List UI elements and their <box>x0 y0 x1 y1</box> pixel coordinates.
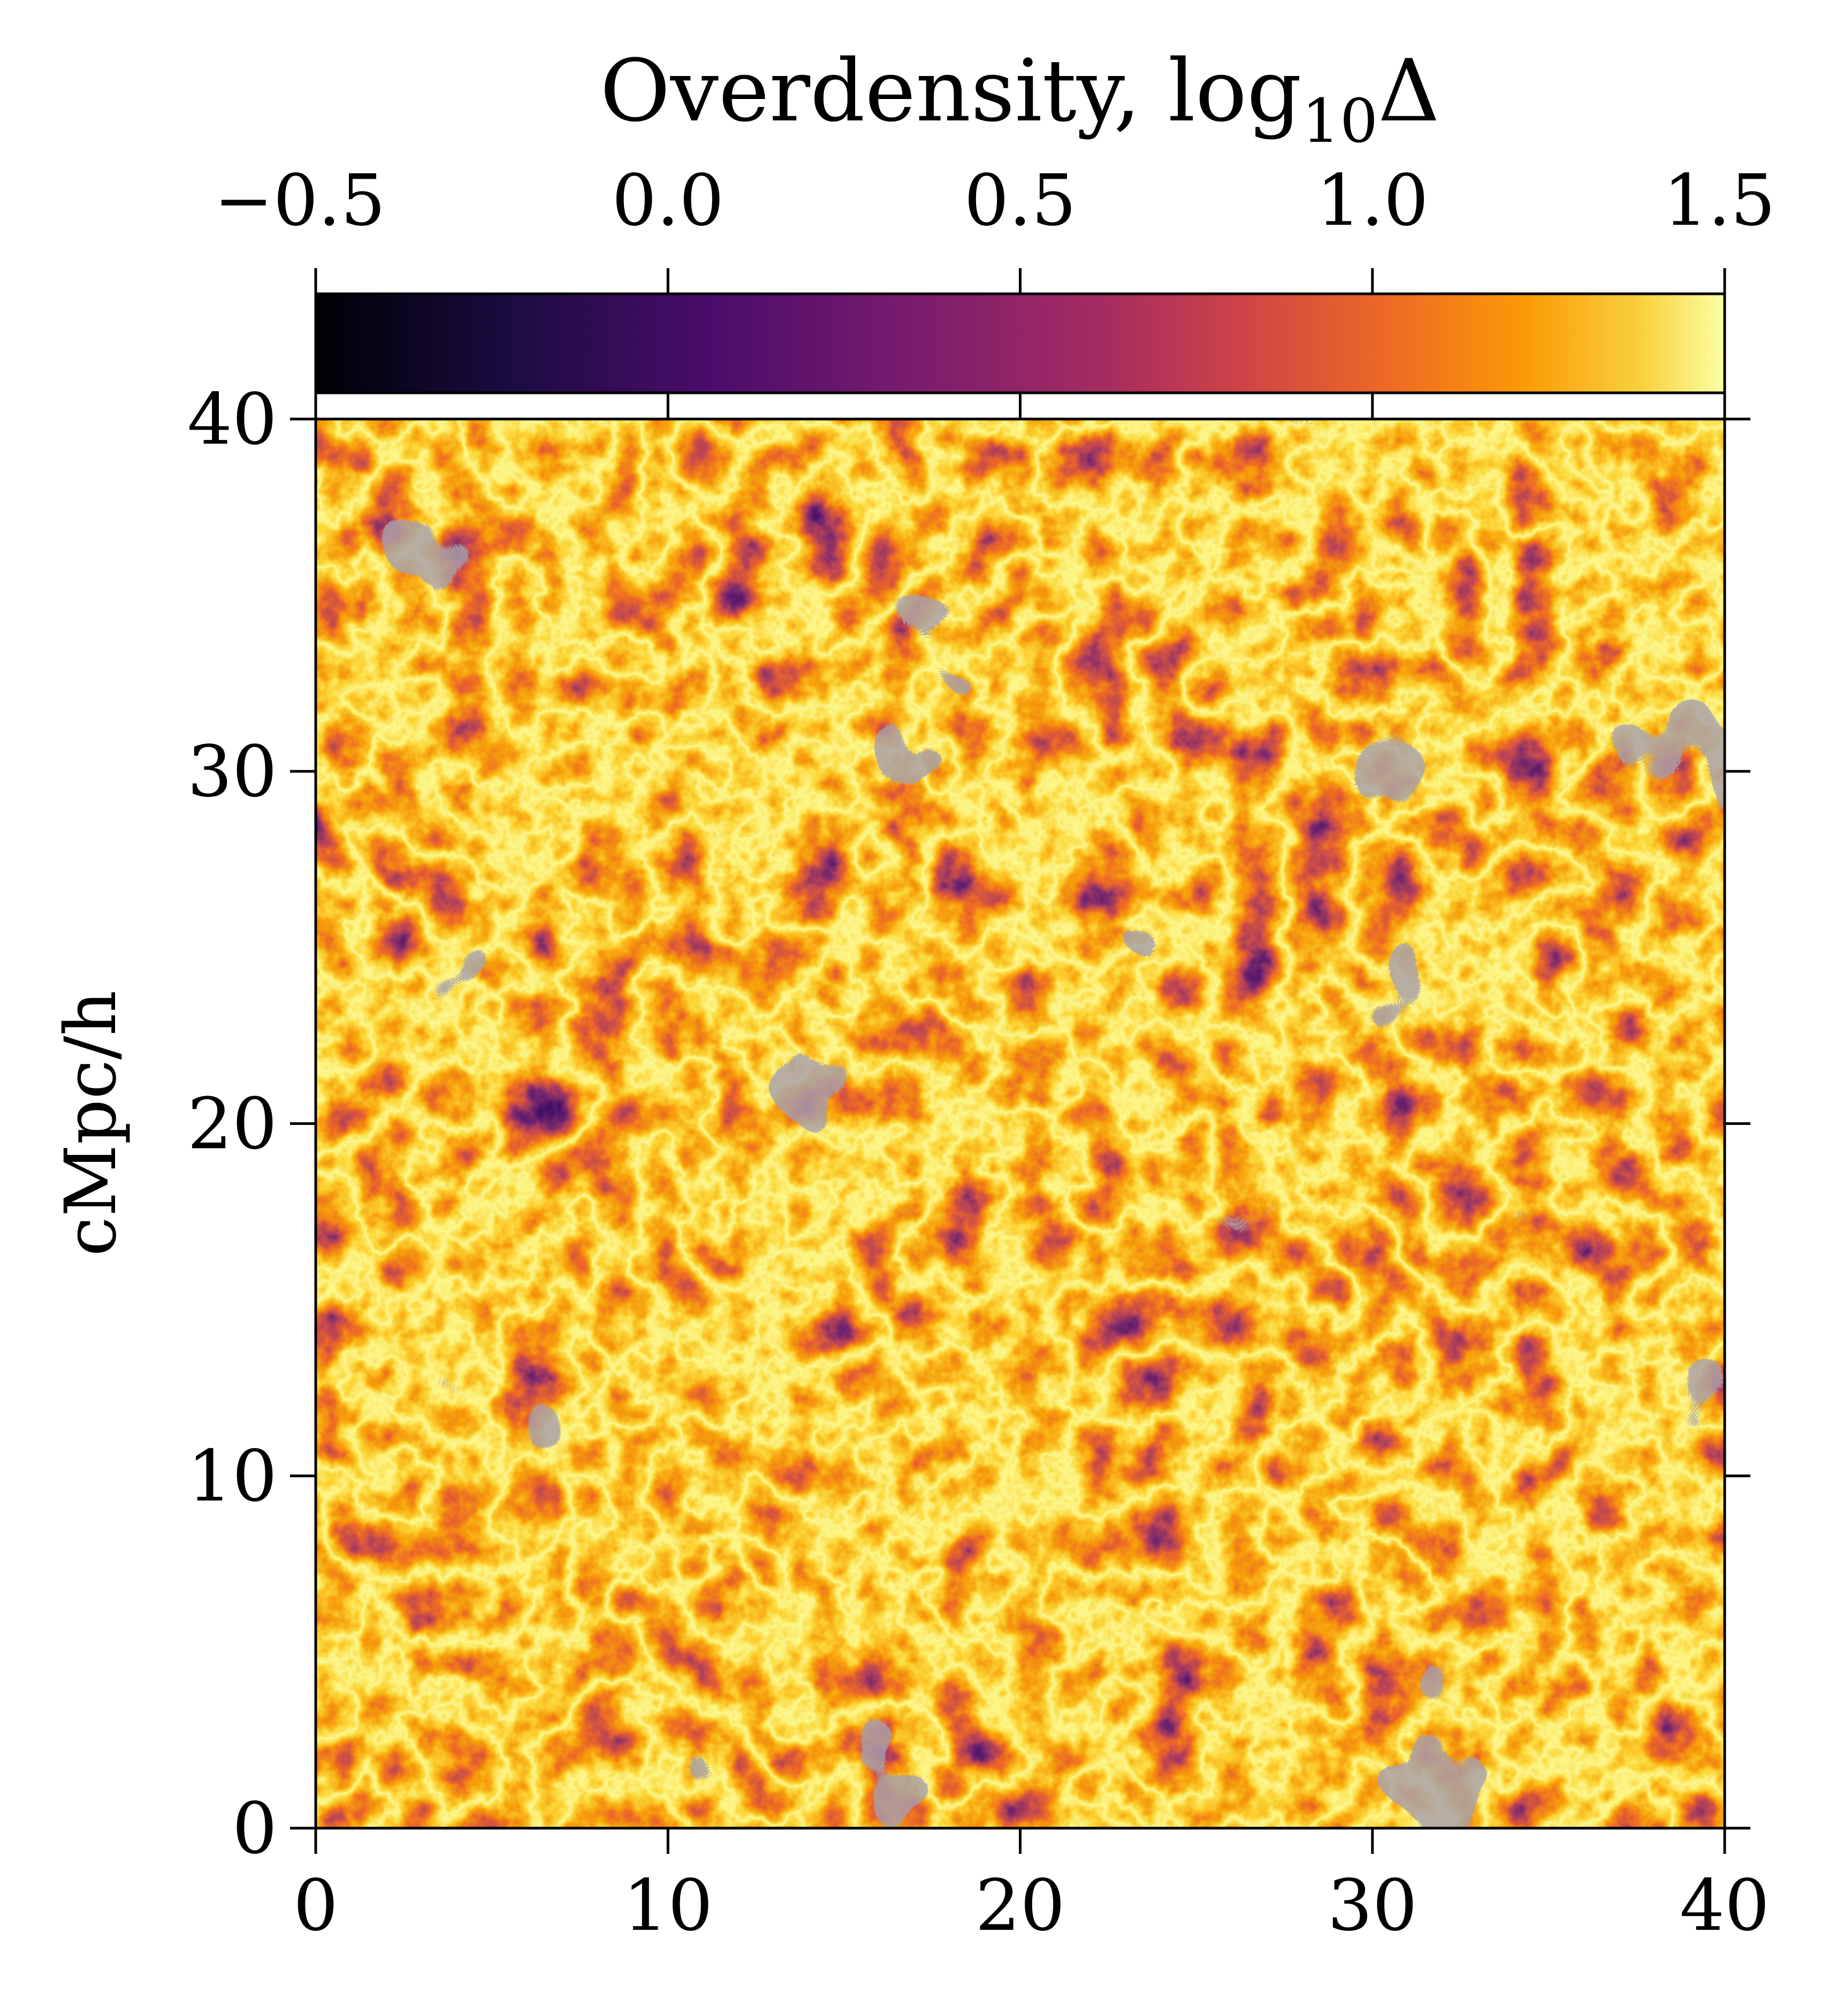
x-tick-label: 10 <box>623 1865 713 1947</box>
colorbar-ticks: −0.5 0.0 0.5 1.0 1.5 <box>214 159 1776 294</box>
colorbar-label-symbol: Δ <box>1378 41 1440 141</box>
y-tick-label: 0 <box>232 1787 277 1870</box>
colorbar: −0.5 0.0 0.5 1.0 1.5 Overdensity, log10Δ <box>214 41 1776 394</box>
x-axis: 0 10 20 30 40 <box>293 393 1770 1947</box>
y-axis: 0 10 20 30 40 <box>187 378 1750 1870</box>
y-tick-label: 40 <box>187 378 277 461</box>
colorbar-tick-label: 1.5 <box>1663 159 1776 242</box>
x-tick-label: 0 <box>293 1865 338 1947</box>
ionized-region-overlay <box>316 419 1725 1828</box>
x-tick-label: 40 <box>1680 1865 1770 1947</box>
y-axis-label: cMpc/h <box>50 991 132 1257</box>
colorbar-tick-label: 0.0 <box>612 159 724 242</box>
colorbar-label: Overdensity, log10Δ <box>600 41 1439 156</box>
colorbar-tick-label: 1.0 <box>1316 159 1429 242</box>
x-tick-label: 30 <box>1328 1865 1418 1947</box>
y-tick-label: 20 <box>187 1083 277 1166</box>
colorbar-tick-label: −0.5 <box>214 159 386 242</box>
y-tick-label: 10 <box>187 1435 277 1518</box>
colorbar-label-subscript: 10 <box>1302 87 1378 156</box>
density-map <box>316 419 1725 1828</box>
y-tick-label: 30 <box>187 731 277 813</box>
colorbar-gradient <box>314 292 1726 394</box>
x-tick-label: 20 <box>976 1865 1065 1947</box>
colorbar-tick-label: 0.5 <box>964 159 1077 242</box>
